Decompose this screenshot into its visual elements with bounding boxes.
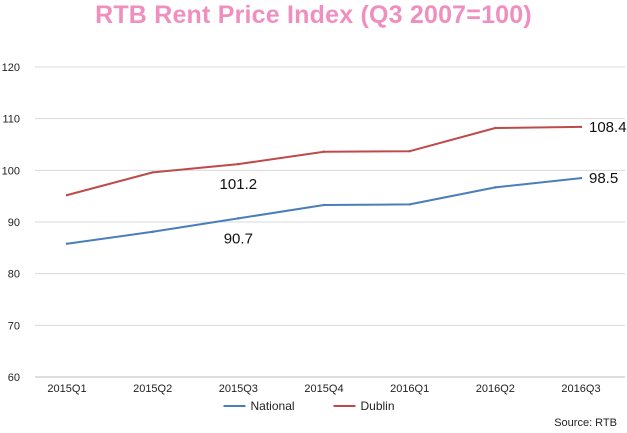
legend-label: Dublin xyxy=(361,399,395,413)
data-point-dublin xyxy=(65,193,69,197)
source-note: Source: RTB xyxy=(554,417,617,429)
x-tick-label: 2015Q3 xyxy=(219,383,258,395)
data-point-national xyxy=(494,186,497,189)
x-axis-tick-labels: 2015Q1 2015Q2 2015Q3 2015Q4 2016Q1 2016Q2 2016… xyxy=(47,383,600,395)
data-label: 90.7 xyxy=(224,230,253,247)
series-lines xyxy=(65,125,583,245)
legend: National Dublin xyxy=(223,399,395,413)
data-point-national xyxy=(237,217,240,220)
data-point-dublin xyxy=(151,171,154,174)
legend-label: National xyxy=(251,399,295,413)
data-point-dublin xyxy=(408,150,411,153)
series-line-dublin xyxy=(66,125,582,197)
data-label: 98.5 xyxy=(589,170,618,187)
y-tick-label: 100 xyxy=(2,165,20,177)
data-label: 108.4 xyxy=(589,119,627,136)
gridlines xyxy=(35,66,625,378)
x-tick-label: 2016Q2 xyxy=(476,383,515,395)
y-tick-label: 110 xyxy=(2,114,20,126)
x-tick-label: 2016Q1 xyxy=(390,383,429,395)
series-line-national xyxy=(66,177,582,245)
data-point-national xyxy=(579,176,583,180)
y-tick-label: 60 xyxy=(8,372,20,384)
y-tick-label: 90 xyxy=(8,217,20,229)
data-label: 101.2 xyxy=(220,176,258,193)
x-tick-label: 2016Q3 xyxy=(561,383,600,395)
data-point-national xyxy=(65,242,69,245)
y-tick-label: 80 xyxy=(8,269,20,281)
data-labels: 101.2 90.7 108.4 98.5 xyxy=(220,119,627,247)
data-point-dublin xyxy=(494,126,497,130)
data-point-national xyxy=(408,203,411,206)
y-tick-label: 120 xyxy=(2,62,20,74)
data-point-national xyxy=(151,230,154,234)
data-point-dublin xyxy=(322,150,326,153)
x-tick-label: 2015Q2 xyxy=(133,383,172,395)
data-point-dublin xyxy=(579,125,583,129)
x-tick-label: 2015Q4 xyxy=(304,383,343,395)
y-axis-tick-labels: 60 70 80 90 100 110 120 xyxy=(2,62,20,384)
chart-title: RTB Rent Price Index (Q3 2007=100) xyxy=(95,1,532,29)
legend-item-dublin: Dublin xyxy=(333,399,395,413)
y-tick-label: 70 xyxy=(8,320,20,332)
x-tick-label: 2015Q1 xyxy=(47,383,86,395)
data-point-dublin xyxy=(237,162,240,166)
data-point-national xyxy=(322,203,326,207)
legend-item-national: National xyxy=(223,399,295,413)
